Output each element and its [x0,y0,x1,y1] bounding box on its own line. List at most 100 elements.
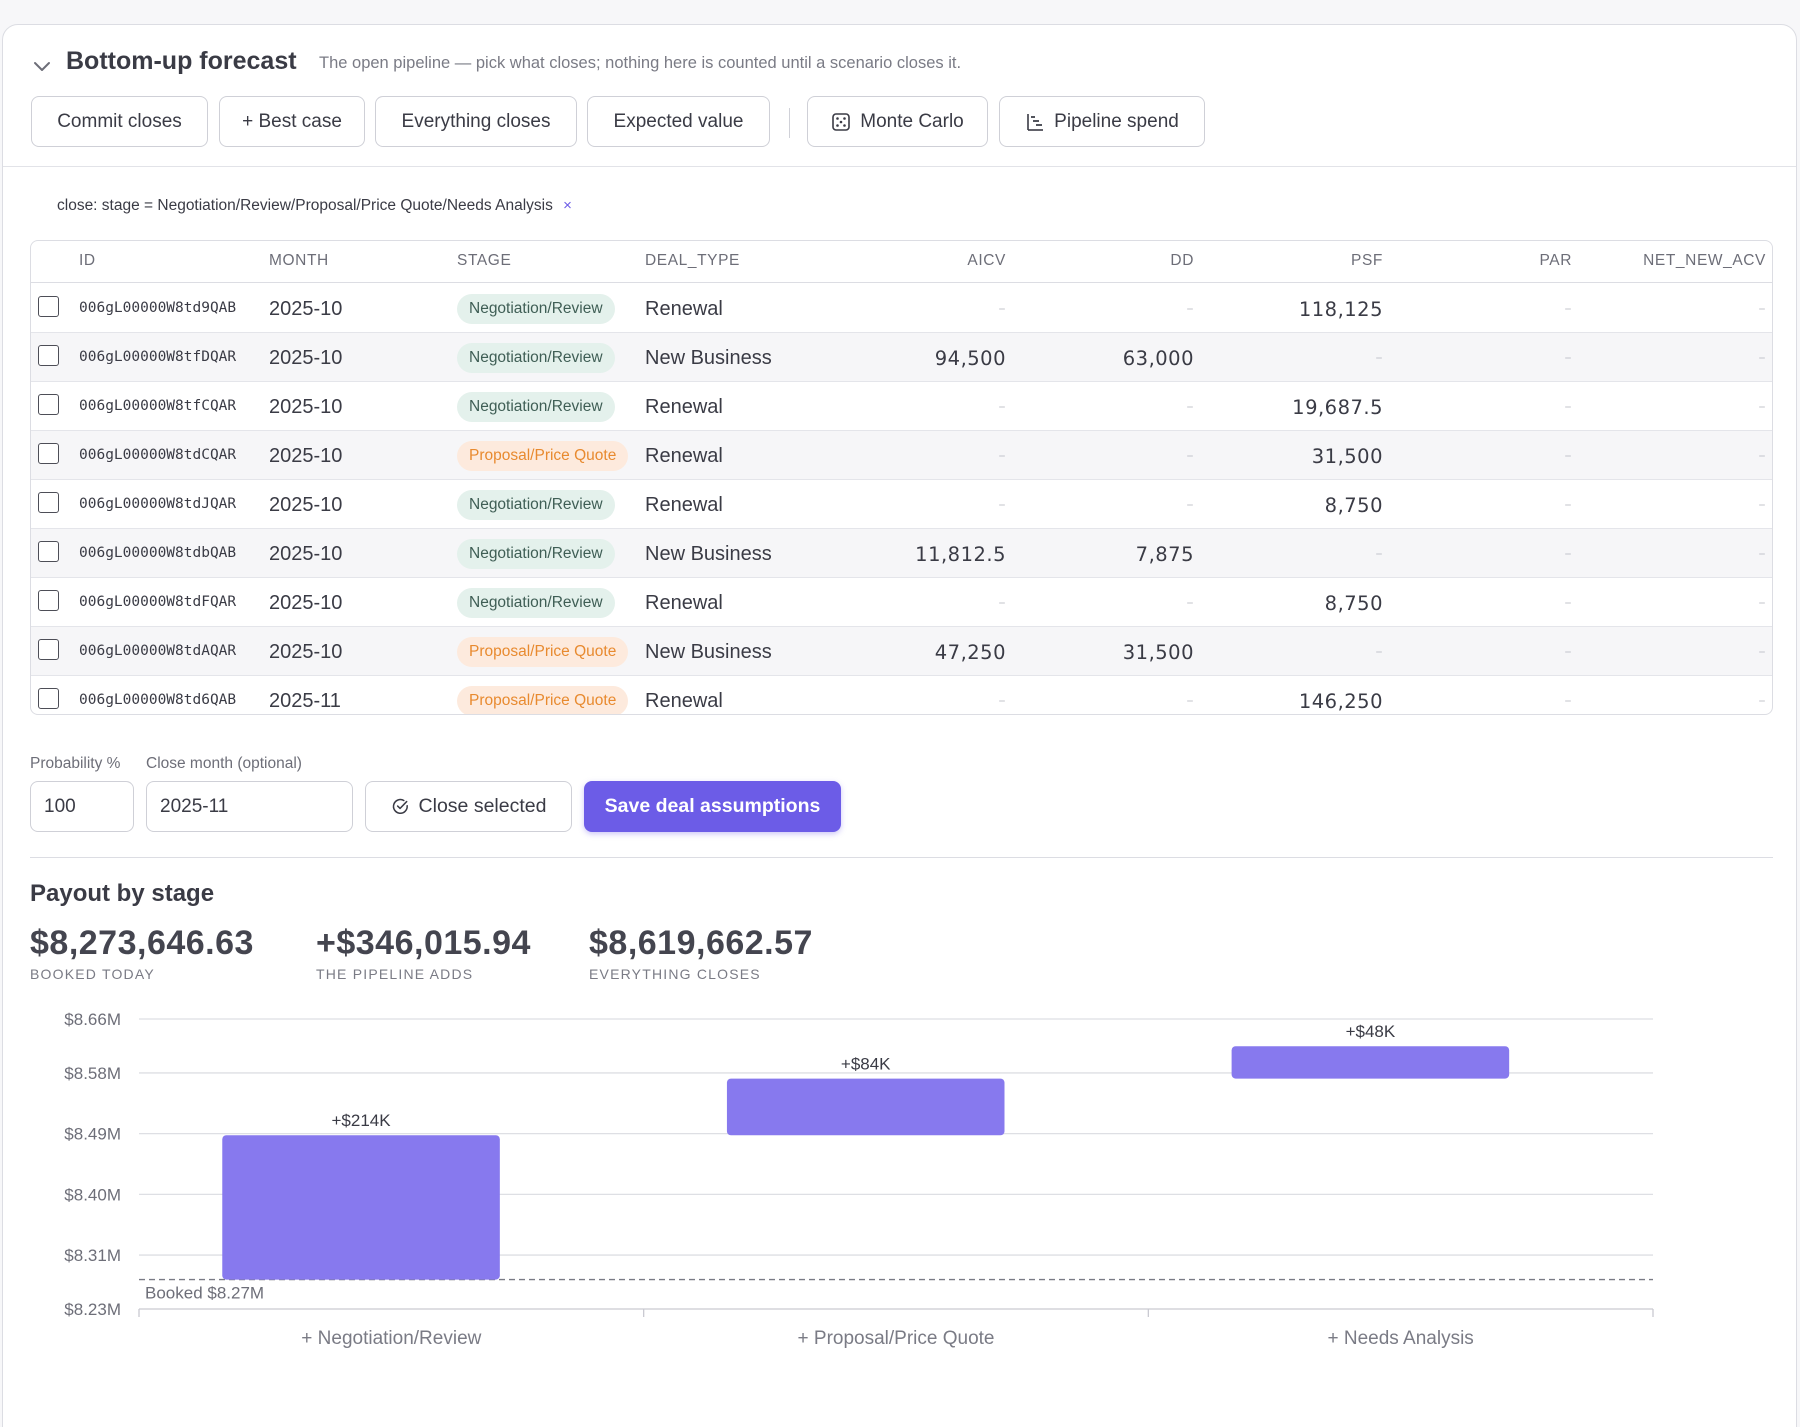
everything-closes-button[interactable]: Everything closes [375,96,577,147]
row-checkbox[interactable] [38,443,59,464]
cell-id: 006gL00000W8tdAQAR [79,643,237,659]
col-month[interactable]: MONTH [269,252,329,269]
col-deal-type[interactable]: DEAL_TYPE [645,252,740,269]
cell-psf: 8,750 [1324,592,1383,615]
cell-net-new-acv: – [1758,595,1766,611]
x-category-label: + Needs Analysis [1328,1328,1474,1349]
cell-par: – [1564,644,1572,660]
cell-id: 006gL00000W8tfDQAR [79,349,237,365]
save-deal-assumptions-label: Save deal assumptions [604,795,821,817]
expected-value-button[interactable]: Expected value [587,96,770,147]
row-checkbox[interactable] [38,639,59,660]
close-selected-button[interactable]: Close selected [365,781,572,832]
stat-caption: THE PIPELINE ADDS [316,966,474,982]
cell-psf: – [1375,546,1383,562]
stage-badge: Negotiation/Review [457,294,615,324]
stat-pipeline-adds: +$346,015.94 THE PIPELINE ADDS [316,924,531,982]
table-row[interactable]: 006gL00000W8tdAQAR 2025-10 Proposal/Price … [31,627,1772,676]
cell-dd: – [1186,301,1194,317]
close-month-label: Close month (optional) [146,755,302,772]
probability-label: Probability % [30,755,121,772]
cell-deal-type: Renewal [645,445,723,467]
commit-closes-button[interactable]: Commit closes [31,96,208,147]
cell-aicv: – [998,595,1006,611]
stage-badge: Proposal/Price Quote [457,441,629,471]
row-checkbox[interactable] [38,394,59,415]
row-checkbox[interactable] [38,688,59,709]
cell-net-new-acv: – [1758,448,1766,464]
cell-id: 006gL00000W8tdFQAR [79,594,237,610]
cell-month: 2025-10 [269,445,343,467]
deals-table: ID MONTH STAGE DEAL_TYPE AICV DD PSF PAR… [30,240,1773,715]
cell-id: 006gL00000W8td9QAB [79,300,237,316]
cell-month: 2025-10 [269,592,343,614]
cell-aicv: 94,500 [934,347,1006,370]
cell-net-new-acv: – [1758,497,1766,513]
row-checkbox[interactable] [38,541,59,562]
cell-id: 006gL00000W8tfCQAR [79,398,237,414]
row-checkbox[interactable] [38,590,59,611]
pipeline-spend-label: Pipeline spend [1054,110,1179,132]
stat-caption: EVERYTHING CLOSES [589,966,761,982]
table-row[interactable]: 006gL00000W8td6QAB 2025-11 Proposal/Price … [31,676,1772,714]
table-row[interactable]: 006gL00000W8tdFQAR 2025-10 Negotiation/Rev… [31,578,1772,627]
stat-everything-closes: $8,619,662.57 EVERYTHING CLOSES [589,924,813,982]
col-aicv[interactable]: AICV [967,252,1006,269]
pipeline-spend-button[interactable]: Pipeline spend [999,96,1205,147]
close-month-input[interactable] [146,781,353,832]
cell-deal-type: Renewal [645,690,723,712]
cell-month: 2025-10 [269,543,343,565]
row-checkbox[interactable] [38,296,59,317]
cell-id: 006gL00000W8td6QAB [79,692,237,708]
best-case-button[interactable]: + Best case [219,96,365,147]
table-row[interactable]: 006gL00000W8tdJQAR 2025-10 Negotiation/Rev… [31,480,1772,529]
save-deal-assumptions-button[interactable]: Save deal assumptions [584,781,841,832]
cell-psf: 118,125 [1298,298,1383,321]
chevron-down-icon[interactable] [31,55,53,77]
cell-par: – [1564,301,1572,317]
cell-deal-type: Renewal [645,592,723,614]
table-row[interactable]: 006gL00000W8tdCQAR 2025-10 Proposal/Price … [31,431,1772,480]
cell-dd: – [1186,399,1194,415]
row-checkbox[interactable] [38,492,59,513]
cell-aicv: 11,812.5 [915,543,1006,566]
waterfall-bar [726,1078,1005,1136]
cell-aicv: 47,250 [934,641,1006,664]
col-dd[interactable]: DD [1170,252,1194,269]
bar-data-label: +$214K [332,1111,392,1130]
everything-closes-label: Everything closes [401,110,551,132]
cell-id: 006gL00000W8tdJQAR [79,496,237,512]
table-row[interactable]: 006gL00000W8tdbQAB 2025-10 Negotiation/Rev… [31,529,1772,578]
table-row[interactable]: 006gL00000W8td9QAB 2025-10 Negotiation/Rev… [31,284,1772,333]
stat-value: $8,619,662.57 [589,924,813,962]
stat-value: +$346,015.94 [316,924,531,962]
cell-net-new-acv: – [1758,546,1766,562]
col-stage[interactable]: STAGE [457,252,512,269]
cell-month: 2025-10 [269,347,343,369]
monte-carlo-button[interactable]: Monte Carlo [807,96,988,147]
cell-par: – [1564,497,1572,513]
cell-deal-type: New Business [645,347,772,369]
cell-par: – [1564,693,1572,709]
y-tick-label: $8.23M [64,1300,121,1319]
waterfall-bar [1231,1046,1510,1079]
cell-deal-type: New Business [645,641,772,663]
cell-month: 2025-10 [269,494,343,516]
row-checkbox[interactable] [38,345,59,366]
probability-input[interactable] [30,781,134,832]
col-net-new-acv[interactable]: NET_NEW_ACV [1643,252,1766,269]
table-row[interactable]: 006gL00000W8tfDQAR 2025-10 Negotiation/Rev… [31,333,1772,382]
remove-filter-icon[interactable]: × [563,197,572,214]
cell-month: 2025-11 [269,690,341,712]
dice-icon [832,112,851,131]
table-row[interactable]: 006gL00000W8tfCQAR 2025-10 Negotiation/Rev… [31,382,1772,431]
cell-aicv: – [998,448,1006,464]
cell-id: 006gL00000W8tdCQAR [79,447,237,463]
best-case-label: + Best case [242,110,342,132]
col-id[interactable]: ID [79,252,96,269]
cell-aicv: – [998,693,1006,709]
col-par[interactable]: PAR [1539,252,1572,269]
waterfall-icon [1027,113,1044,131]
col-psf[interactable]: PSF [1351,252,1383,269]
baseline-label: Booked $8.27M [145,1284,264,1303]
